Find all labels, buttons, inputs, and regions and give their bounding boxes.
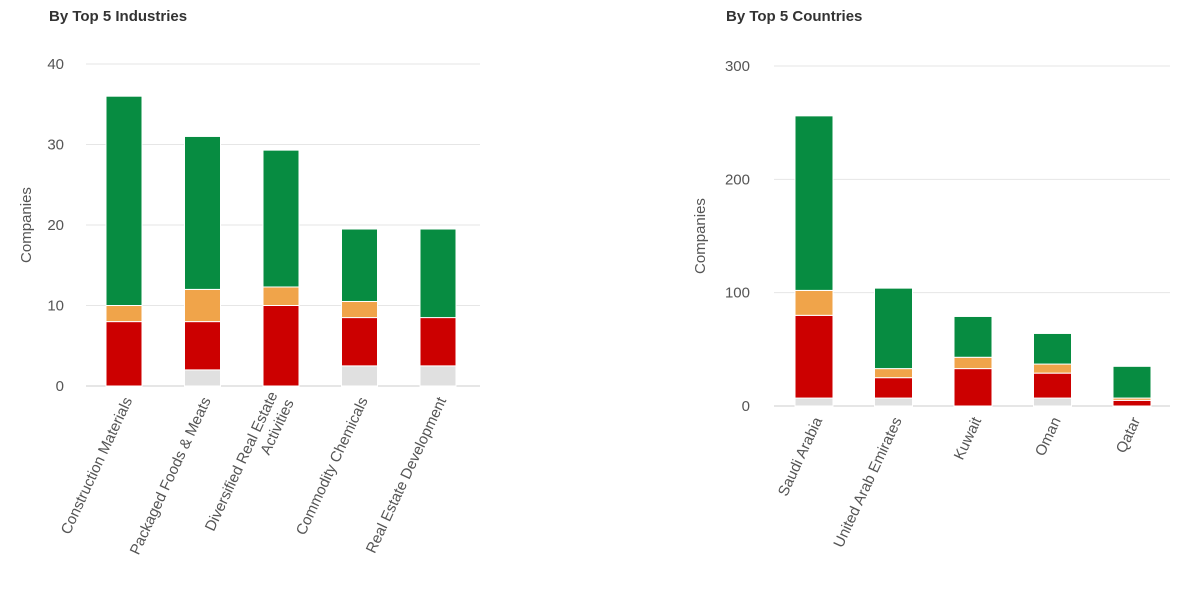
y-axis-title: Companies: [692, 198, 709, 274]
bar-segment: [262, 305, 300, 387]
bar-segment: [874, 287, 913, 370]
bar-segment: [262, 286, 300, 306]
bar-segment: [794, 115, 834, 291]
bar-segment: [184, 135, 221, 290]
y-tick-label: 0: [56, 378, 64, 395]
bar-segment: [184, 369, 221, 387]
bar-segment: [794, 289, 834, 316]
bar-segment: [341, 365, 378, 387]
x-tick-label: Qatar: [1113, 415, 1144, 456]
x-tick-label: Diversified Real EstateActivities: [202, 389, 298, 541]
y-tick-label: 300: [725, 58, 750, 75]
bar-segment: [1112, 399, 1152, 407]
x-tick-label: Oman: [1032, 415, 1065, 459]
y-axis-title: Companies: [18, 187, 35, 263]
bar-segment: [419, 228, 457, 319]
bar-segment: [1033, 397, 1072, 407]
x-tick-label: Commodity Chemicals: [293, 395, 372, 538]
bar-segment: [105, 95, 143, 306]
x-tick-label: Saudi Arabia: [775, 414, 827, 499]
x-tick-label: Kuwait: [951, 414, 986, 463]
bar-segment: [105, 321, 143, 387]
bar-segment: [953, 315, 993, 358]
bar-segment: [1033, 372, 1072, 399]
x-tick-label: United Arab Emirates: [830, 415, 905, 551]
industries-chart: 0 10 20 30 40 Companies Construction Materials…: [18, 56, 480, 558]
y-tick-label: 0: [742, 398, 750, 415]
x-tick-label: Construction Materials: [58, 395, 136, 537]
bar-segment: [874, 368, 913, 379]
industries-chart-title: By Top 5 Industries: [49, 8, 188, 25]
bar-segment: [419, 365, 457, 387]
bar-segment: [1112, 365, 1152, 399]
y-tick-label: 30: [47, 137, 64, 154]
bar-segment: [184, 288, 221, 323]
bar-segment: [794, 314, 834, 399]
y-tick-label: 100: [725, 285, 750, 302]
bar-segment: [874, 377, 913, 399]
y-tick-label: 200: [725, 171, 750, 188]
y-tick-label: 20: [47, 217, 64, 234]
countries-chart: 0 100 200 300 Companies Saudi Arabia United Ar…: [692, 58, 1170, 551]
bar-segment: [105, 305, 143, 323]
x-tick-label: Packaged Foods & Meats: [127, 395, 215, 558]
bar-segment: [184, 321, 221, 371]
bar-segment: [341, 317, 378, 367]
bar-segment: [341, 228, 378, 302]
bar-segment: [262, 149, 300, 288]
bar-segment: [874, 397, 913, 407]
x-tick-label: Real Estate Development: [363, 394, 451, 556]
industries-chart-panel: By Top 5 Industries 0 10 20 30 40 Companies Co…: [0, 0, 560, 591]
bar-segment: [794, 397, 834, 407]
bar-segment: [1033, 332, 1072, 365]
countries-chart-panel: By Top 5 Countries 0 100 200 300 Companies Sa…: [660, 0, 1192, 591]
bar-segment: [341, 300, 378, 319]
y-tick-label: 10: [47, 298, 64, 315]
bar-segment: [953, 356, 993, 370]
bar-segment: [953, 368, 993, 407]
bar-segment: [419, 317, 457, 367]
y-tick-label: 40: [47, 56, 64, 73]
countries-chart-title: By Top 5 Countries: [726, 8, 863, 25]
bar-segment: [1033, 363, 1072, 374]
